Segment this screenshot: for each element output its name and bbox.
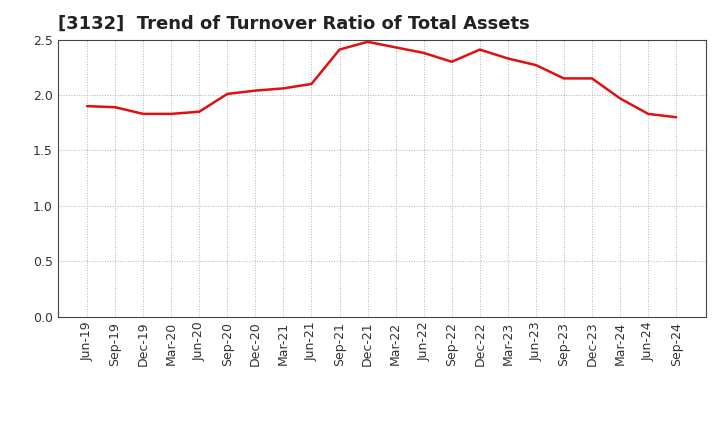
Text: [3132]  Trend of Turnover Ratio of Total Assets: [3132] Trend of Turnover Ratio of Total …	[58, 15, 529, 33]
